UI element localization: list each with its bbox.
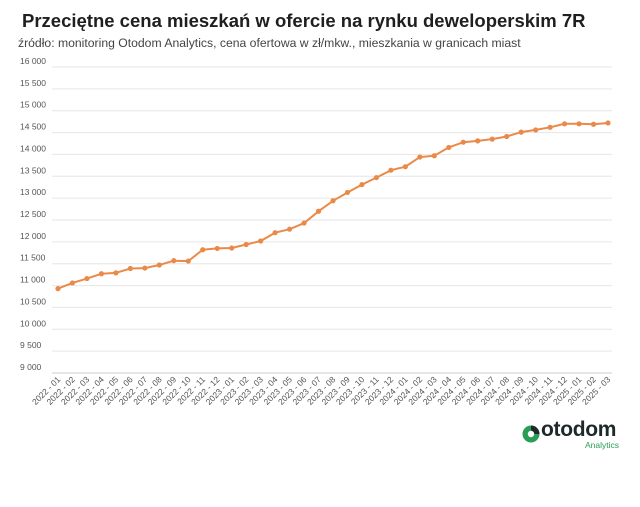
y-tick-label: 11 500 xyxy=(20,253,46,263)
data-point xyxy=(127,265,133,272)
data-point xyxy=(200,247,206,253)
page-title: Przeciętne cena mieszkań w ofercie na ry… xyxy=(22,10,586,31)
y-tick-label: 13 500 xyxy=(20,165,46,175)
data-point xyxy=(142,265,148,271)
data-point xyxy=(301,220,307,226)
data-point xyxy=(55,286,61,292)
data-point xyxy=(388,167,394,173)
data-point xyxy=(258,238,264,244)
y-tick-label: 15 000 xyxy=(20,100,46,110)
data-point xyxy=(489,136,495,142)
data-point xyxy=(431,153,437,159)
data-point xyxy=(315,208,322,214)
y-axis-ticks: 9 000 9 500 10 000 10 500 11 000 11 500 12 000… xyxy=(20,56,46,372)
y-tick-label: 13 000 xyxy=(20,187,46,197)
data-point xyxy=(518,129,524,135)
y-tick-label: 11 000 xyxy=(20,275,46,285)
y-tick-label: 14 000 xyxy=(20,143,46,153)
data-point xyxy=(475,138,481,144)
data-point xyxy=(229,245,235,251)
data-point xyxy=(69,280,76,286)
data-point xyxy=(605,120,611,126)
y-tick-label: 9 500 xyxy=(20,340,42,350)
y-tick-label: 16 000 xyxy=(20,56,46,66)
y-tick-label: 12 500 xyxy=(20,209,46,219)
data-point xyxy=(417,154,423,160)
data-point xyxy=(590,121,597,127)
logo-wordmark: otodom xyxy=(541,418,617,441)
data-points xyxy=(55,120,611,292)
data-point xyxy=(402,164,408,170)
data-point xyxy=(171,258,177,264)
data-point xyxy=(185,258,191,264)
data-point xyxy=(533,127,539,133)
data-point xyxy=(98,271,105,277)
otodom-logo-icon xyxy=(522,425,540,443)
data-point xyxy=(359,181,365,188)
y-tick-label: 12 000 xyxy=(20,231,46,241)
data-point xyxy=(330,198,336,204)
data-point xyxy=(561,121,568,127)
data-point xyxy=(547,124,553,130)
data-point xyxy=(446,144,452,151)
grid-lines xyxy=(52,66,612,374)
data-point xyxy=(576,121,582,127)
chart-subtitle: źródło: monitoring Otodom Analytics, cen… xyxy=(18,36,521,50)
data-point xyxy=(460,139,466,145)
data-point xyxy=(214,245,220,252)
data-point xyxy=(156,262,162,268)
y-tick-label: 10 000 xyxy=(20,318,46,328)
y-tick-label: 10 500 xyxy=(20,296,46,306)
y-tick-label: 9 000 xyxy=(20,362,42,372)
data-point xyxy=(504,133,510,140)
data-point xyxy=(243,241,249,248)
data-point xyxy=(344,189,351,196)
logo-subtitle: Analytics xyxy=(585,440,620,450)
data-point xyxy=(373,174,380,181)
y-tick-label: 14 500 xyxy=(20,122,46,132)
y-tick-label: 15 500 xyxy=(20,78,46,88)
data-point xyxy=(272,230,278,236)
data-point xyxy=(113,270,119,276)
data-point xyxy=(286,226,293,232)
data-point xyxy=(84,275,90,282)
